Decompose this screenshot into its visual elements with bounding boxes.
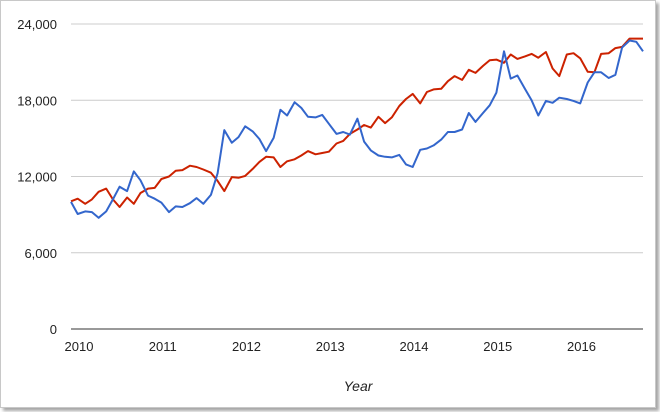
x-tick-label: 2012: [232, 339, 261, 354]
x-axis-label: Year: [344, 378, 374, 394]
x-tick-label: 2011: [149, 339, 177, 354]
y-axis-ticks: 0 6,000 12,000 18,000 24,000: [17, 17, 57, 337]
x-tick-label: 2010: [65, 339, 94, 354]
x-tick-label: 2015: [483, 339, 512, 354]
y-tick-label: 24,000: [17, 17, 57, 32]
x-tick-label: 2016: [567, 339, 596, 354]
series-lines: [70, 37, 644, 219]
series-line-2: [70, 39, 644, 219]
y-tick-label: 12,000: [17, 170, 57, 185]
x-axis-ticks: 2010 2011 2012 2013 2014 2015 2016: [65, 339, 596, 354]
gridlines: [71, 23, 643, 330]
y-tick-label: 18,000: [17, 93, 57, 108]
y-tick-label: 0: [50, 322, 57, 337]
x-tick-label: 2014: [400, 339, 429, 354]
series-line-1: [70, 37, 643, 208]
x-tick-label: 2013: [316, 339, 345, 354]
y-tick-label: 6,000: [24, 246, 57, 261]
